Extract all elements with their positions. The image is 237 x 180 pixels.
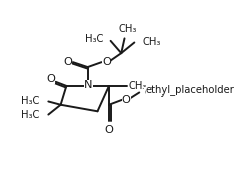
- Text: O: O: [105, 125, 113, 135]
- Text: CH₃: CH₃: [118, 24, 137, 34]
- Text: O: O: [122, 95, 131, 105]
- Text: O: O: [46, 74, 55, 84]
- Text: O: O: [64, 57, 73, 67]
- Text: O: O: [102, 57, 111, 67]
- Text: ethyl_placeholder: ethyl_placeholder: [146, 85, 235, 95]
- Text: ethyl: ethyl: [144, 87, 169, 97]
- Text: H₃C: H₃C: [85, 34, 103, 44]
- Text: N: N: [84, 80, 93, 90]
- Text: H₃C: H₃C: [21, 96, 39, 106]
- Text: CH₃: CH₃: [129, 81, 147, 91]
- Text: CH₃: CH₃: [142, 37, 161, 48]
- Text: H₃C: H₃C: [21, 110, 39, 120]
